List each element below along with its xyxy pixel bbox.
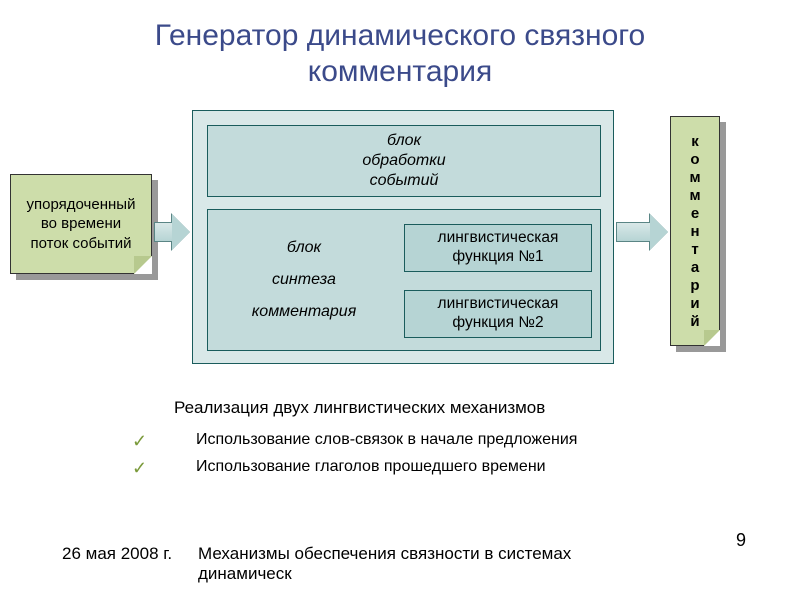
right-note-char: м (689, 186, 700, 204)
check-icon: ✓ (128, 428, 196, 455)
bullet-text: Использование глаголов прошедшего времен… (196, 455, 546, 479)
left-note-text: упорядоченный во времени поток событий (27, 195, 136, 254)
page-title: Генератор динамического связного коммент… (0, 0, 800, 90)
fn1-text: лингвистическая функция №1 (438, 229, 559, 266)
block-top-text: блок обработки событий (362, 131, 445, 191)
arrow-head-icon (172, 214, 190, 250)
title-line1: Генератор динамического связного (155, 19, 645, 52)
block-bottom-text: блок синтеза комментария (252, 232, 356, 328)
check-icon: ✓ (128, 455, 196, 482)
right-note-char: о (690, 150, 699, 168)
left-note: упорядоченный во времени поток событий (10, 174, 152, 274)
block-bottom-label: блок синтеза комментария (216, 220, 392, 340)
block-synthesis: блок синтеза комментария лингвистическая… (207, 209, 601, 351)
right-note-char: р (690, 276, 699, 294)
arrow-right (616, 214, 668, 250)
realization-heading: Реализация двух лингвистических механизм… (174, 398, 545, 418)
right-note-char: а (691, 258, 699, 276)
main-container: блок обработки событий блок синтеза комм… (192, 110, 614, 364)
right-note-char: т (691, 240, 698, 258)
right-note: комментарий (670, 116, 720, 346)
footer-date: 26 мая 2008 г. (62, 544, 172, 564)
footer-text: Механизмы обеспечения связности в систем… (198, 544, 668, 584)
diagram: упорядоченный во времени поток событий б… (0, 110, 800, 380)
right-note-char: и (690, 294, 699, 312)
arrow-shaft (154, 222, 172, 242)
right-note-char: е (691, 204, 699, 222)
block-event-processing: блок обработки событий (207, 125, 601, 197)
right-note-char: н (690, 222, 699, 240)
bullet-text: Использование слов-связок в начале предл… (196, 428, 577, 452)
page-number: 9 (736, 530, 746, 551)
arrow-left (154, 214, 190, 250)
fn2-text: лингвистическая функция №2 (438, 295, 559, 332)
arrow-shaft (616, 222, 650, 242)
title-line2: комментария (308, 55, 492, 88)
right-note-char: й (690, 312, 699, 330)
linguistic-fn-1: лингвистическая функция №1 (404, 224, 592, 272)
bullets-list: ✓Использование слов-связок в начале пред… (128, 428, 577, 482)
linguistic-fn-2: лингвистическая функция №2 (404, 290, 592, 338)
bullet-row: ✓Использование глаголов прошедшего време… (128, 455, 577, 482)
right-note-char: м (689, 168, 700, 186)
arrow-head-icon (650, 214, 668, 250)
right-note-char: к (691, 132, 699, 150)
bullet-row: ✓Использование слов-связок в начале пред… (128, 428, 577, 455)
